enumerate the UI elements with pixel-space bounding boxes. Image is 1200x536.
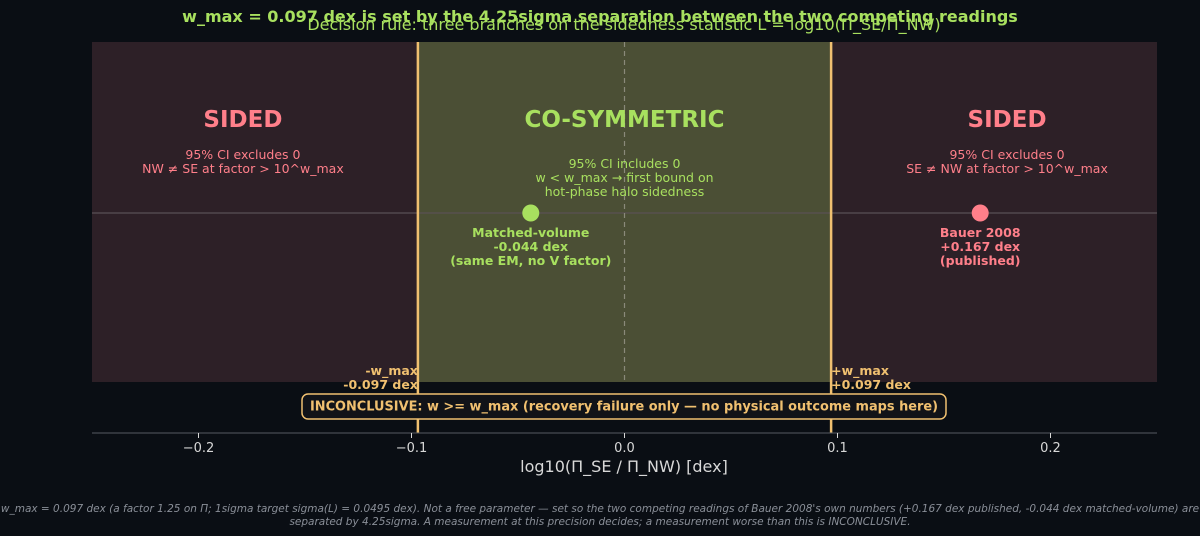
threshold-label-left: -0.097 dex [343,377,418,392]
threshold-label-left: -w_max [365,363,418,379]
inconclusive-box: INCONCLUSIVE: w >= w_max (recovery failu… [301,393,947,420]
point-label: Bauer 2008 [940,225,1021,240]
right-band-line: 95% CI excludes 0 [949,147,1064,162]
data-points: Matched-volume -0.044 dex (same EM, no V… [450,204,1021,268]
inconclusive-label: INCONCLUSIVE: w >= w_max (recovery failu… [310,400,938,415]
threshold-label-right: +w_max [831,363,889,379]
matched-volume-point [522,204,540,222]
chart-title: w_max = 0.097 dex is set by the 4.25sigm… [182,7,1018,26]
x-axis: −0.2 −0.1 0.0 0.1 0.2 [92,432,1157,456]
center-band-line: 95% CI includes 0 [569,156,681,171]
footnote-line: w_max = 0.097 dex (a factor 1.25 on Π; 1… [0,503,1200,515]
sided-band-left [92,42,418,382]
x-axis-label: log10(Π_SE / Π_NW) [dex] [520,457,728,477]
point-label: -0.044 dex [493,239,568,254]
left-band-line: 95% CI excludes 0 [185,147,300,162]
x-tick-label: 0.0 [614,441,635,456]
footnote: w_max = 0.097 dex (a factor 1.25 on Π; 1… [0,503,1200,529]
point-label: (published) [940,253,1021,268]
center-band-line: hot-phase halo sidedness [545,184,705,199]
left-band-title: SIDED [203,107,282,133]
x-tick-label: −0.2 [183,441,215,456]
right-band-line: SE ≠ NW at factor > 10^w_max [906,161,1108,176]
sided-band-right [831,42,1157,382]
threshold-label-right: +0.097 dex [831,377,911,392]
x-tick-label: −0.1 [396,441,428,456]
point-label: (same EM, no V factor) [450,253,611,268]
band-annotations: SIDED 95% CI excludes 0 NW ≠ SE at facto… [142,107,1108,199]
x-tick-label: 0.1 [827,441,848,456]
plot-area [92,42,1157,433]
inconclusive-box-frame [301,393,947,420]
point-label: Matched-volume [472,225,589,240]
point-label: +0.167 dex [940,239,1020,254]
footnote-line: separated by 4.25sigma. A measurement at… [289,516,911,528]
center-band-line: w < w_max → first bound on [535,170,713,185]
x-tick-label: 0.2 [1040,441,1061,456]
right-band-title: SIDED [968,107,1047,133]
threshold-labels: -w_max -0.097 dex +w_max +0.097 dex [343,363,911,392]
center-band-title: CO-SYMMETRIC [525,107,725,133]
left-band-line: NW ≠ SE at factor > 10^w_max [142,161,344,176]
chart-subtitle: Decision rule: three branches on the sid… [307,15,940,35]
bauer-2008-point [971,204,989,222]
